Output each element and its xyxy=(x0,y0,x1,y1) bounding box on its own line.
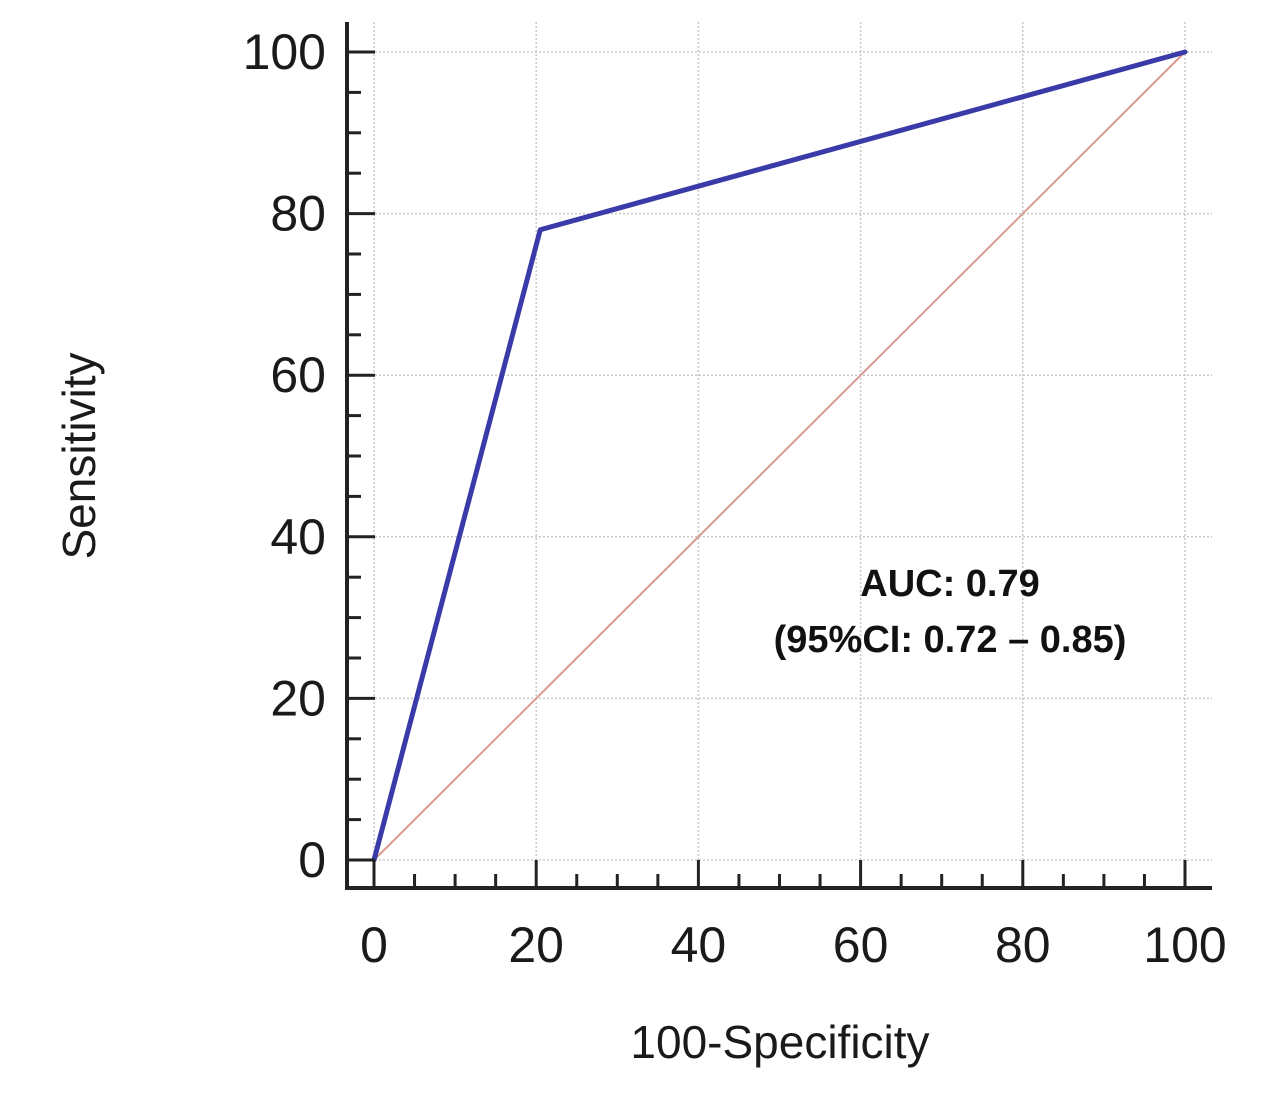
roc-curve-layer xyxy=(371,49,1188,863)
x-tick-label: 60 xyxy=(833,917,889,973)
grid-layer xyxy=(347,22,1212,888)
y-tick-labels: 0 20 40 60 80 100 xyxy=(243,24,326,888)
x-tick-labels: 0 20 40 60 80 100 xyxy=(360,917,1227,973)
y-axis-title: Sensitivity xyxy=(53,352,105,559)
axes-layer xyxy=(345,22,1212,890)
auc-annotation: AUC: 0.79 xyxy=(860,563,1040,605)
x-tick-label: 20 xyxy=(508,917,564,973)
y-tick-label: 0 xyxy=(298,832,326,888)
ci-annotation: (95%CI: 0.72 – 0.85) xyxy=(774,619,1127,661)
reference-diagonal-line xyxy=(373,51,1186,861)
y-tick-label: 100 xyxy=(243,24,326,80)
x-tick-label: 80 xyxy=(995,917,1051,973)
roc-curve xyxy=(371,49,1188,863)
reference-line-layer xyxy=(373,51,1186,861)
y-tick-label: 60 xyxy=(270,347,326,403)
x-axis-title: 100-Specificity xyxy=(630,1016,929,1068)
x-tick-label: 0 xyxy=(360,917,388,973)
x-tick-label: 40 xyxy=(671,917,727,973)
x-tick-label: 100 xyxy=(1143,917,1226,973)
y-tick-label: 40 xyxy=(270,509,326,565)
y-tick-label: 80 xyxy=(270,186,326,242)
y-tick-label: 20 xyxy=(270,670,326,726)
